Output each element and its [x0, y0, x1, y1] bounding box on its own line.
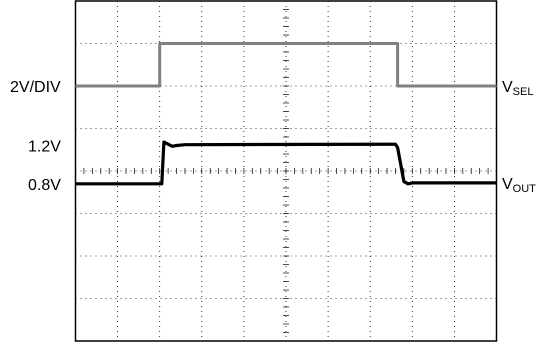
series-label-vout: VOUT [502, 176, 536, 195]
plot-frame [74, 0, 498, 342]
series-label-vout-main: V [502, 176, 513, 193]
grid [75, 1, 497, 341]
series-label-vsel: VSEL [502, 79, 533, 98]
series-line-vsel [75, 42, 497, 88]
series-layer [75, 42, 497, 186]
series-label-vout-sub: OUT [513, 183, 537, 195]
series-label-vsel-sub: SEL [513, 86, 534, 98]
series-label-vsel-main: V [502, 79, 513, 96]
level-label-1-2v: 1.2V [28, 139, 61, 156]
series-line-vout [75, 140, 497, 186]
scale-label: 2V/DIV [10, 79, 61, 96]
level-label-0-8v: 0.8V [28, 177, 61, 194]
